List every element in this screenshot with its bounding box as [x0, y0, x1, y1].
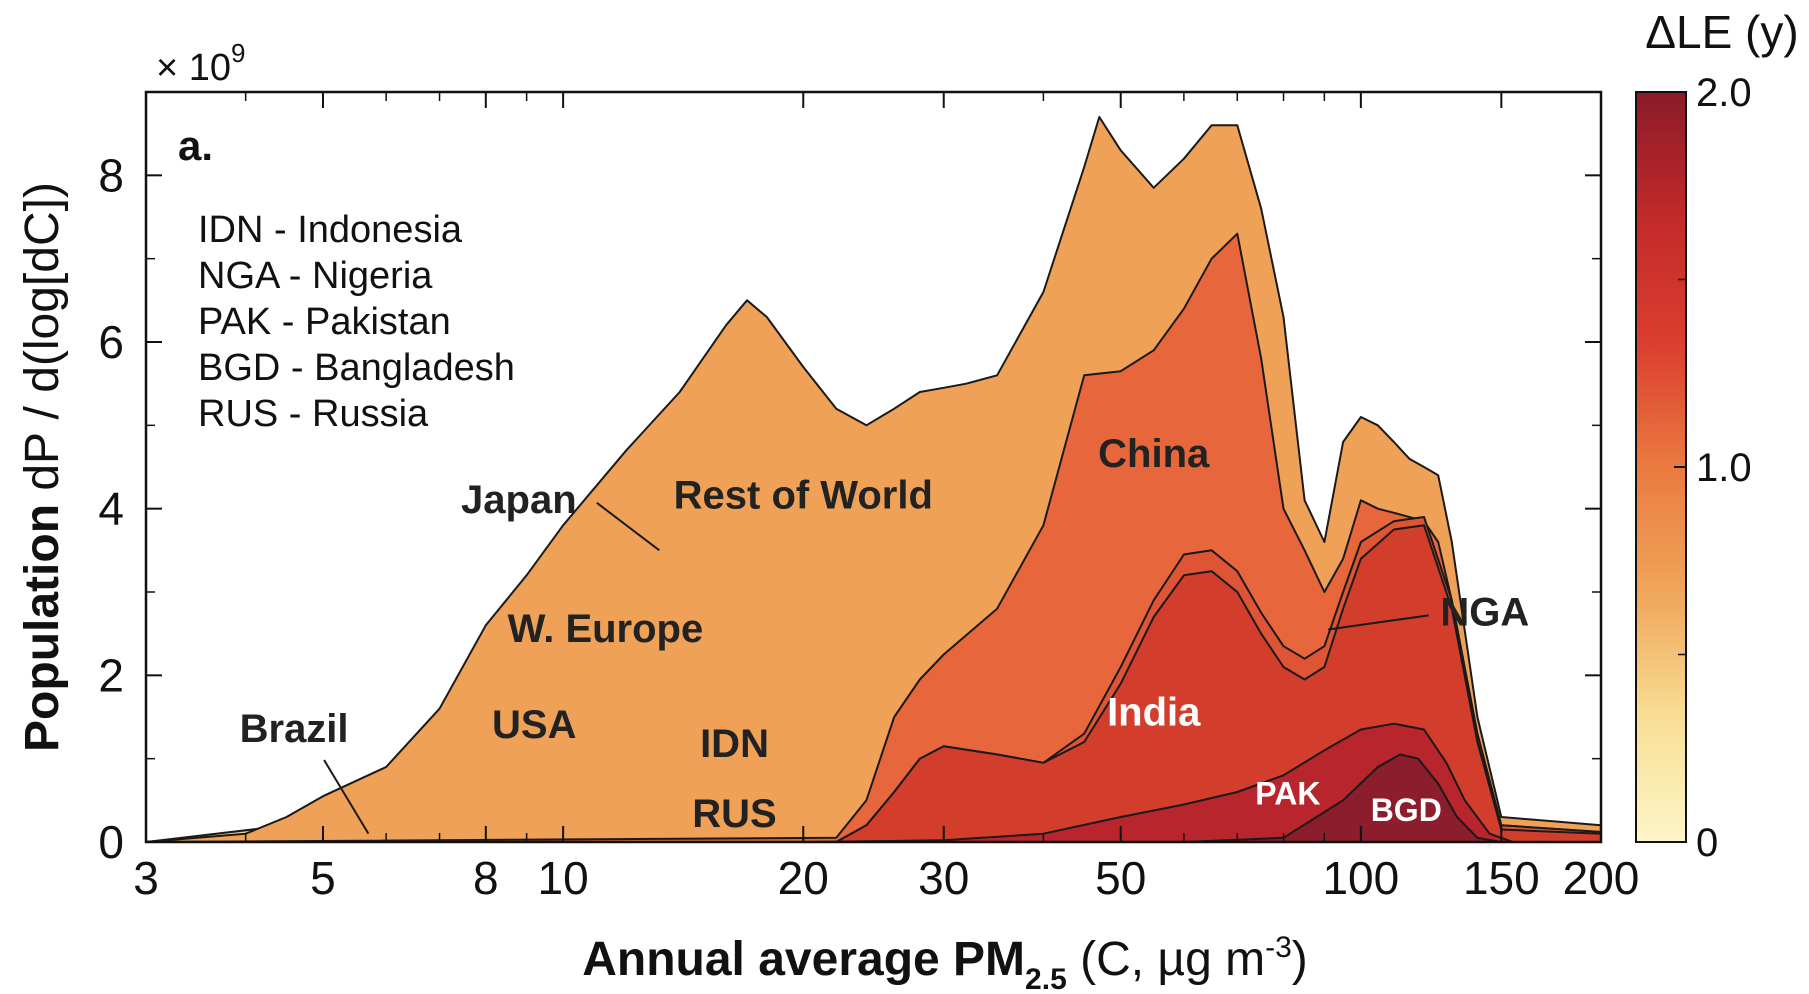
label-idn: IDN [700, 722, 769, 766]
x-tick-label-50: 50 [1095, 852, 1146, 904]
x-tick-label-3: 3 [133, 852, 159, 904]
y-axis-title: Population dP / d(log[dC]) [16, 182, 69, 752]
area-pak [146, 722, 1601, 842]
label-w-europe: W. Europe [508, 607, 704, 651]
leader-line-japan [596, 502, 660, 552]
panel-label: a. [178, 122, 213, 169]
label-china: China [1098, 432, 1210, 476]
leader-line-brazil [323, 759, 370, 835]
y-multiplier: × 109 [156, 38, 246, 89]
label-japan: Japan [461, 478, 577, 522]
colorbar: 2.0 1.0 0 ΔLE (y) [1635, 6, 1799, 865]
x-tick-label-150: 150 [1463, 852, 1540, 904]
x-axis-title-main: Annual average PM [582, 933, 1025, 986]
y-tick-label-8: 8 [98, 149, 124, 201]
legend-item-rus: RUS - Russia [198, 393, 429, 435]
x-axis-title-end: ) [1292, 933, 1308, 986]
label-rest-of-world: Rest of World [674, 474, 933, 518]
colorbar-tick-label-0: 2.0 [1696, 71, 1752, 115]
label-nga: NGA [1440, 590, 1529, 634]
plot-border [144, 90, 1603, 844]
label-india: India [1107, 690, 1201, 734]
legend-item-nga: NGA - Nigeria [198, 255, 433, 297]
leader-line-nga [1328, 614, 1429, 631]
label-bgd: BGD [1371, 792, 1442, 828]
y-tick-label-6: 6 [98, 316, 124, 368]
axis-ticks: 3 5 8 10 20 30 50 100 150 200 0 2 4 6 8 × 109 [98, 38, 1639, 904]
region-labels: Rest of World China Japan W. Europe USA IDN RU… [240, 432, 1530, 836]
y-axis-title-rest: dP / d(log[dC]) [16, 182, 69, 504]
x-tick-label-100: 100 [1322, 852, 1399, 904]
x-tick-label-10: 10 [538, 852, 589, 904]
x-axis-title-sup: -3 [1265, 931, 1292, 964]
y-axis-title-bold: Population [16, 504, 69, 752]
x-axis-title-rest: (C, µg m [1067, 933, 1265, 986]
stacked-areas [146, 116, 1601, 842]
label-usa: USA [492, 703, 576, 747]
colorbar-tick-label-1: 1.0 [1696, 446, 1752, 490]
legend-item-bgd: BGD - Bangladesh [198, 347, 515, 389]
y-tick-label-2: 2 [98, 649, 124, 701]
x-tick-label-8: 8 [473, 852, 499, 904]
area-india [146, 524, 1601, 842]
colorbar-title: ΔLE (y) [1645, 6, 1798, 58]
label-brazil: Brazil [240, 707, 349, 751]
y-multiplier-exponent: 9 [231, 38, 245, 68]
legend-item-idn: IDN - Indonesia [198, 209, 463, 251]
x-tick-label-20: 20 [778, 852, 829, 904]
axis-titles: Annual average PM2.5 (C, µg m-3) Populati… [16, 182, 1308, 994]
label-rus: RUS [692, 792, 776, 836]
x-tick-label-5: 5 [310, 852, 336, 904]
x-axis-title-sub: 2.5 [1025, 963, 1067, 994]
legend-item-pak: PAK - Pakistan [198, 301, 451, 343]
x-tick-label-30: 30 [918, 852, 969, 904]
plot-frame [144, 90, 1603, 844]
x-tick-label-200: 200 [1563, 852, 1640, 904]
y-tick-label-0: 0 [98, 816, 124, 868]
x-axis-title: Annual average PM2.5 (C, µg m-3) [582, 931, 1308, 994]
label-pak: PAK [1255, 776, 1320, 812]
y-tick-label-4: 4 [98, 483, 124, 535]
colorbar-tick-label-2: 0 [1696, 821, 1718, 865]
